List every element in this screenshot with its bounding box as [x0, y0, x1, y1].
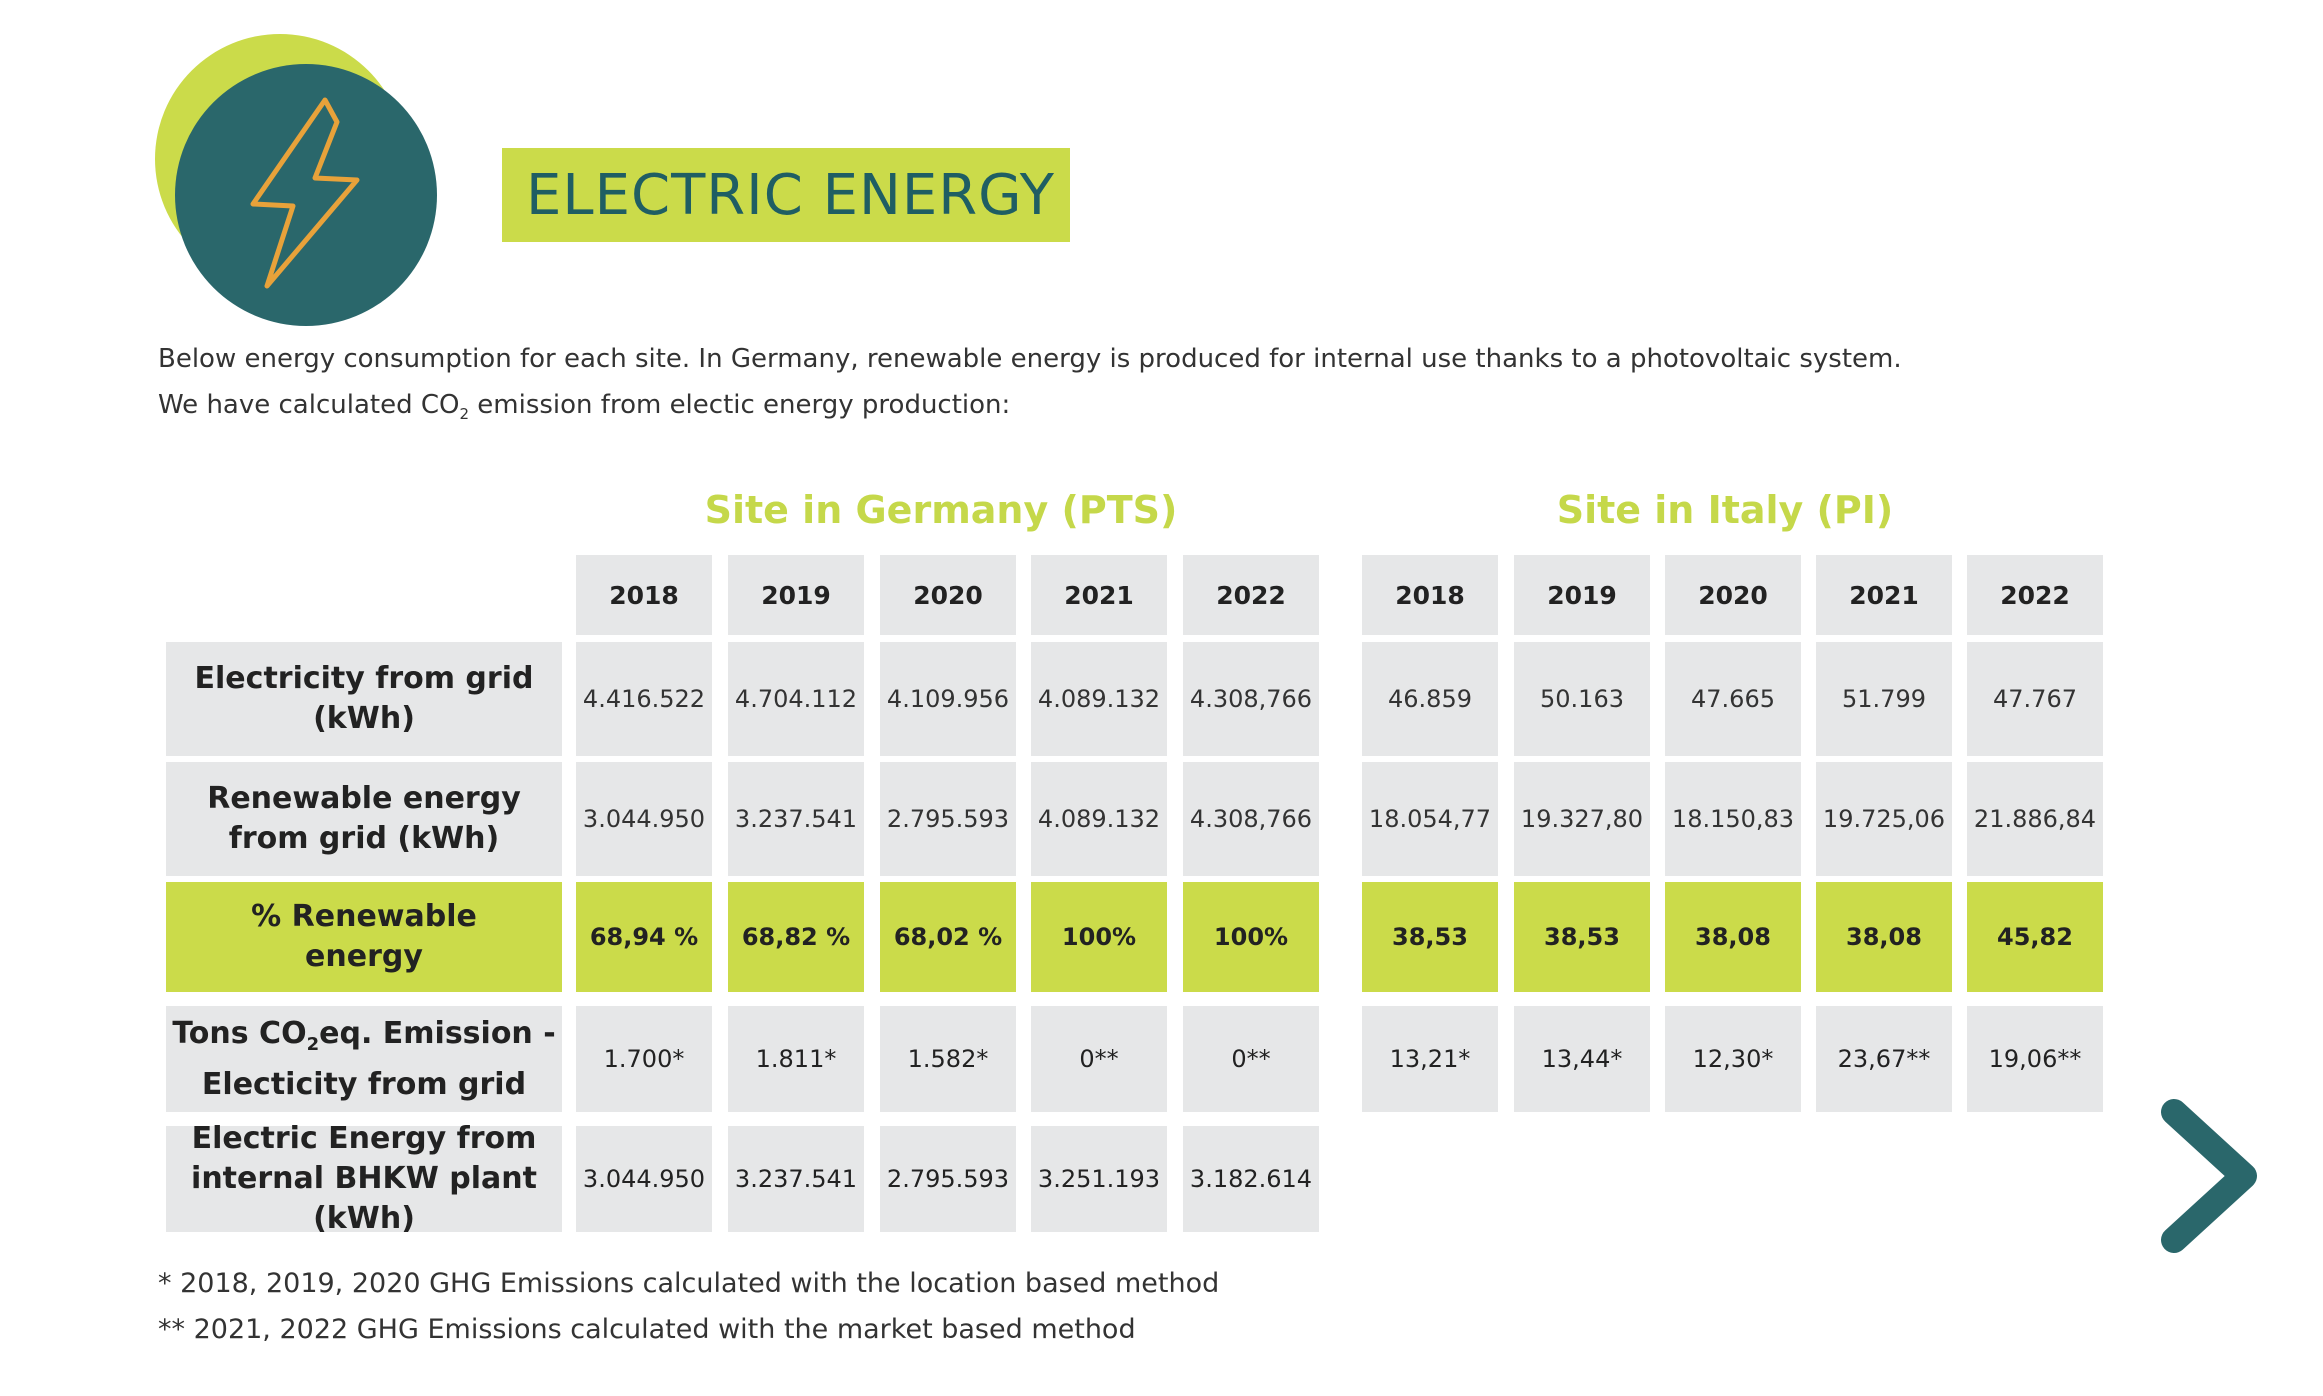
- germany-grid-2019: 4.704.112: [728, 642, 864, 756]
- intro-line-1: Below energy consumption for each site. …: [158, 344, 1902, 374]
- row-label-grid-line1: Electricity from grid: [194, 661, 534, 696]
- intro-line-2-start: We have calculated CO: [158, 390, 460, 420]
- germany-bhkw-2018: 3.044.950: [576, 1126, 712, 1232]
- germany-grid-2018: 4.416.522: [576, 642, 712, 756]
- page-title-text: ELECTRIC ENERGY: [526, 162, 1055, 228]
- italy-percent-2018: 38,53: [1362, 882, 1498, 992]
- italy-tons-2022: 19,06**: [1967, 1006, 2103, 1112]
- italy-renewable-2020: 18.150,83: [1665, 762, 1801, 876]
- row-label-percent: % Renewable energy: [166, 882, 562, 992]
- italy-renewable-2021: 19.725,06: [1816, 762, 1952, 876]
- italy-percent-2020: 38,08: [1665, 882, 1801, 992]
- footnote-market-based: ** 2021, 2022 GHG Emissions calculated w…: [158, 1314, 1136, 1345]
- header-germany-2020: 2020: [880, 555, 1016, 635]
- germany-tons-2020: 1.582*: [880, 1006, 1016, 1112]
- italy-renewable-2019: 19.327,80: [1514, 762, 1650, 876]
- germany-percent-2022: 100%: [1183, 882, 1319, 992]
- germany-bhkw-2021: 3.251.193: [1031, 1126, 1167, 1232]
- germany-tons-2021: 0**: [1031, 1006, 1167, 1112]
- row-label-grid: Electricity from grid (kWh): [166, 642, 562, 756]
- row-label-renewable-line2: from grid (kWh): [228, 821, 500, 856]
- germany-tons-2022: 0**: [1183, 1006, 1319, 1112]
- italy-grid-2022: 47.767: [1967, 642, 2103, 756]
- row-label-percent-line1: % Renewable: [251, 899, 477, 934]
- intro-line-2-end: emission from electic energy production:: [469, 390, 1011, 420]
- italy-renewable-2022: 21.886,84: [1967, 762, 2103, 876]
- germany-grid-2021: 4.089.132: [1031, 642, 1167, 756]
- germany-grid-2020: 4.109.956: [880, 642, 1016, 756]
- italy-renewable-2018: 18.054,77: [1362, 762, 1498, 876]
- italy-grid-2018: 46.859: [1362, 642, 1498, 756]
- germany-renewable-2020: 2.795.593: [880, 762, 1016, 876]
- chevron-right-icon[interactable]: [2140, 1090, 2270, 1260]
- footnote-location-based: * 2018, 2019, 2020 GHG Emissions calcula…: [158, 1268, 1220, 1299]
- italy-grid-2019: 50.163: [1514, 642, 1650, 756]
- germany-bhkw-2019: 3.237.541: [728, 1126, 864, 1232]
- row-label-bhkw-line1: Electric Energy from: [191, 1121, 537, 1156]
- italy-grid-2020: 47.665: [1665, 642, 1801, 756]
- row-label-tons-suffix: eq. Emission -: [319, 1015, 556, 1051]
- header-germany-2018: 2018: [576, 555, 712, 635]
- site-title-italy: Site in Italy (PI): [1556, 488, 1894, 532]
- header-germany-2022: 2022: [1183, 555, 1319, 635]
- intro-line-2: We have calculated CO2 emission from ele…: [158, 390, 1010, 423]
- header-germany-2019: 2019: [728, 555, 864, 635]
- header-italy-2021: 2021: [1816, 555, 1952, 635]
- germany-percent-2020: 68,02 %: [880, 882, 1016, 992]
- germany-grid-2022: 4.308,766: [1183, 642, 1319, 756]
- row-label-renewable: Renewable energy from grid (kWh): [166, 762, 562, 876]
- germany-percent-2019: 68,82 %: [728, 882, 864, 992]
- header-italy-2020: 2020: [1665, 555, 1801, 635]
- germany-renewable-2021: 4.089.132: [1031, 762, 1167, 876]
- germany-renewable-2019: 3.237.541: [728, 762, 864, 876]
- italy-tons-2018: 13,21*: [1362, 1006, 1498, 1112]
- germany-bhkw-2020: 2.795.593: [880, 1126, 1016, 1232]
- teal-circle: [175, 64, 437, 326]
- italy-tons-2020: 12,30*: [1665, 1006, 1801, 1112]
- header-italy-2019: 2019: [1514, 555, 1650, 635]
- energy-icon-badge: [155, 34, 455, 334]
- header-germany-2021: 2021: [1031, 555, 1167, 635]
- row-label-tons-line2: Electicity from grid: [201, 1066, 527, 1102]
- row-label-bhkw: Electric Energy from internal BHKW plant…: [166, 1121, 562, 1236]
- germany-percent-2018: 68,94 %: [576, 882, 712, 992]
- lightning-bolt-icon: [250, 97, 360, 289]
- row-label-tons-line1: Tons CO2eq. Emission -: [172, 1014, 555, 1065]
- row-label-grid-line2: (kWh): [313, 701, 415, 736]
- italy-percent-2019: 38,53: [1514, 882, 1650, 992]
- header-italy-2018: 2018: [1362, 555, 1498, 635]
- italy-grid-2021: 51.799: [1816, 642, 1952, 756]
- germany-tons-2018: 1.700*: [576, 1006, 712, 1112]
- row-label-tons-prefix: Tons CO: [172, 1015, 307, 1051]
- row-label-tons: Tons CO2eq. Emission - Electicity from g…: [166, 1006, 562, 1112]
- page-title: ELECTRIC ENERGY: [502, 148, 1070, 242]
- row-label-bhkw-line2: internal BHKW plant (kWh): [191, 1161, 537, 1236]
- row-label-tons-subscript: 2: [306, 1033, 320, 1055]
- germany-percent-2021: 100%: [1031, 882, 1167, 992]
- site-title-germany: Site in Germany (PTS): [704, 488, 1178, 532]
- italy-tons-2019: 13,44*: [1514, 1006, 1650, 1112]
- italy-percent-2022: 45,82: [1967, 882, 2103, 992]
- italy-tons-2021: 23,67**: [1816, 1006, 1952, 1112]
- italy-percent-2021: 38,08: [1816, 882, 1952, 992]
- germany-renewable-2018: 3.044.950: [576, 762, 712, 876]
- header-italy-2022: 2022: [1967, 555, 2103, 635]
- germany-tons-2019: 1.811*: [728, 1006, 864, 1112]
- row-label-renewable-line1: Renewable energy: [207, 781, 521, 816]
- co2-subscript: 2: [459, 405, 470, 424]
- row-label-percent-line2: energy: [305, 939, 423, 974]
- germany-renewable-2022: 4.308,766: [1183, 762, 1319, 876]
- germany-bhkw-2022: 3.182.614: [1183, 1126, 1319, 1232]
